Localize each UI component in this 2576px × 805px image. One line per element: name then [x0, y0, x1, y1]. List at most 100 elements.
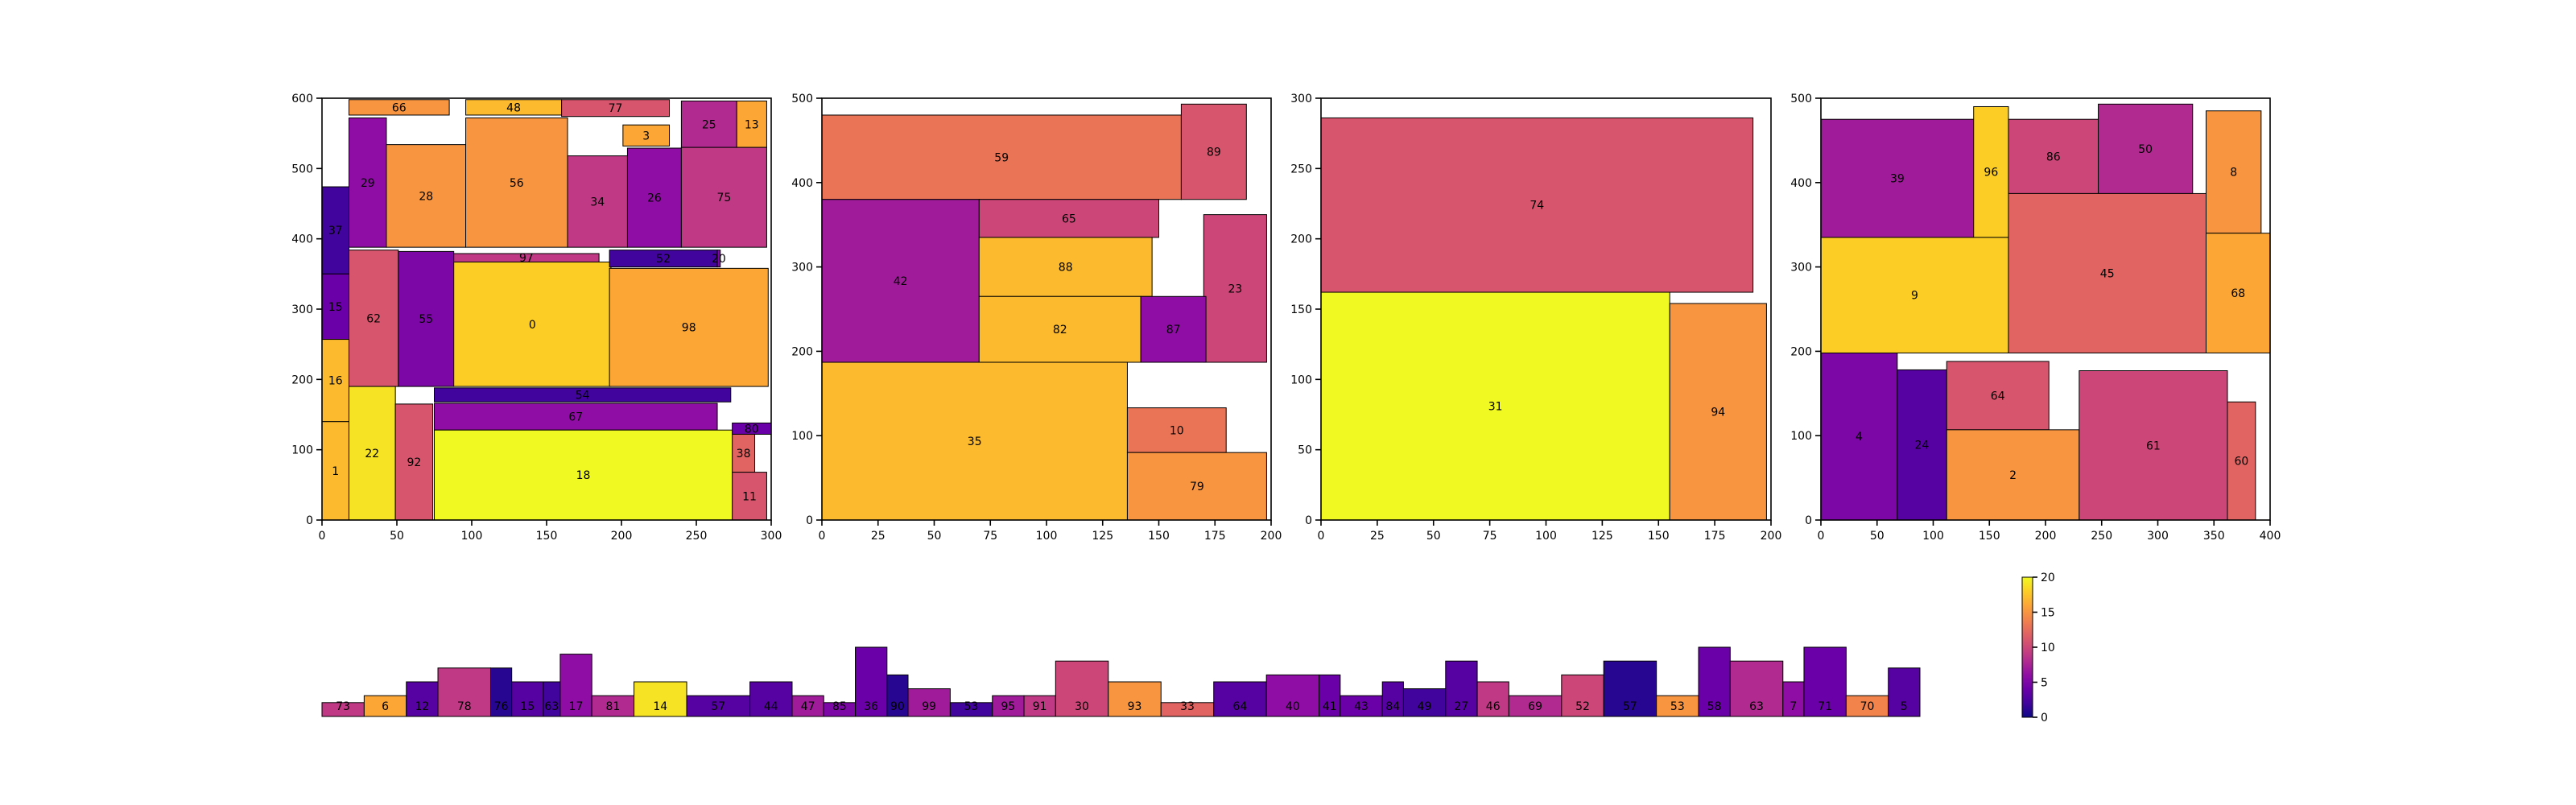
x-tick-label: 100	[1036, 530, 1058, 543]
treemap-cell-label: 0	[529, 319, 536, 332]
x-tick-label: 200	[611, 530, 633, 543]
x-tick-label: 175	[1204, 530, 1226, 543]
treemap-cell-label: 38	[737, 448, 751, 460]
y-tick-label: 50	[1298, 444, 1312, 457]
bar	[1729, 660, 1784, 717]
bar	[559, 654, 592, 717]
y-tick-label: 150	[1290, 303, 1312, 316]
treemap-cell	[1946, 361, 2050, 431]
bar-label: 71	[1818, 700, 1832, 713]
bar-label: 57	[1623, 700, 1637, 713]
y-tick-label: 300	[1790, 262, 1812, 275]
treemap-cell	[609, 267, 769, 387]
x-tick-label: 25	[871, 530, 886, 543]
treemap-cell	[1973, 105, 2009, 238]
treemap-cell	[680, 147, 767, 248]
treemap-cell	[716, 250, 721, 268]
y-tick-label: 400	[291, 233, 313, 246]
treemap-cell	[2227, 401, 2256, 521]
bar-label: 76	[494, 700, 509, 713]
treemap-cell-label: 62	[366, 312, 381, 325]
treemap-cell	[978, 199, 1160, 238]
treemap-cell-label: 2	[2009, 469, 2017, 482]
bar	[1213, 681, 1267, 717]
x-tick-label: 100	[1922, 530, 1944, 543]
y-tick-label: 100	[1290, 374, 1312, 386]
treemap-cell-label: 45	[2100, 267, 2115, 280]
treemap-cell-label: 82	[1053, 324, 1067, 336]
treemap-cell	[321, 421, 349, 521]
treemap-cell	[2205, 110, 2262, 234]
bar	[686, 695, 751, 717]
x-tick-label: 50	[390, 530, 404, 543]
x-tick-label: 250	[2091, 530, 2112, 543]
x-tick-label: 75	[983, 530, 997, 543]
x-tick-label: 300	[2147, 530, 2169, 543]
bar-label: 47	[801, 700, 815, 713]
treemap-cell	[394, 403, 434, 521]
y-tick-label: 200	[791, 345, 813, 358]
bar-label: 41	[1323, 700, 1337, 713]
y-tick-label: 100	[291, 444, 313, 457]
bar	[1782, 681, 1805, 717]
colorbar-tick-label: 5	[2041, 677, 2048, 690]
bar-label: 57	[711, 700, 725, 713]
treemap-panel-2: 59 89 42 65 88 23 82 87 35 10 79 0 25 50 75 100 125 150 17…	[791, 93, 1282, 543]
bar-label: 17	[569, 700, 584, 713]
treemap-panel-3: 74 31 94 0 25 50 75 100 125 150 175 200 0 50 100 150 200…	[1290, 93, 1781, 543]
treemap-cell-label: 55	[419, 313, 433, 326]
treemap-cell-label: 16	[328, 375, 343, 388]
bar	[1698, 646, 1731, 717]
treemap-cell-label: 68	[2231, 287, 2245, 300]
x-tick-label: 350	[2203, 530, 2225, 543]
bar	[406, 681, 439, 717]
bar-label: 12	[415, 700, 429, 713]
bar	[1656, 695, 1699, 717]
x-tick-label: 50	[927, 530, 942, 543]
bar-label: 6	[382, 700, 389, 713]
treemap-cell-label: 35	[968, 436, 982, 448]
x-tick-label: 250	[686, 530, 708, 543]
treemap-cell	[1126, 407, 1227, 453]
bar-label: 15	[520, 700, 535, 713]
y-tick-label: 300	[1290, 93, 1312, 105]
treemap-cell-label: 9	[1911, 290, 1918, 303]
treemap-cell-label: 11	[742, 490, 757, 503]
treemap-cell	[561, 99, 671, 118]
bar-label: 93	[1128, 700, 1142, 713]
bar	[1561, 674, 1604, 717]
bar	[1803, 646, 1847, 717]
y-tick-label: 0	[306, 514, 313, 527]
bar	[1265, 674, 1320, 717]
x-tick-label: 0	[319, 530, 326, 543]
x-tick-label: 150	[1979, 530, 2000, 543]
y-tick-label: 600	[291, 93, 313, 105]
treemap-cell-label: 66	[392, 101, 407, 114]
treemap-cell	[321, 339, 349, 423]
bar-label: 85	[832, 700, 847, 713]
bar	[855, 646, 888, 717]
bar-label: 53	[964, 700, 979, 713]
treemap-cell-label: 75	[716, 192, 731, 204]
bar-label: 33	[1180, 700, 1195, 713]
bar-label: 64	[1233, 700, 1248, 713]
bar-label: 7	[1790, 700, 1797, 713]
treemap-cell-label: 8	[2230, 167, 2237, 180]
x-tick-label: 200	[1761, 530, 1782, 543]
treemap-cell-label: 48	[506, 101, 521, 114]
treemap-cell	[821, 199, 980, 363]
treemap-panel-4: 39 96 86 50 8 9 45 68 4 24 64 2 61 60 0 50 100 150 200 250 3…	[1790, 93, 2281, 543]
bar-label: 52	[1575, 700, 1590, 713]
treemap-cell-label: 13	[745, 118, 759, 131]
x-tick-label: 300	[761, 530, 782, 543]
bar-label: 43	[1354, 700, 1368, 713]
treemap-cell-label: 59	[994, 151, 1009, 164]
treemap-cell	[434, 429, 733, 521]
treemap-cell	[465, 117, 568, 248]
x-tick-label: 0	[819, 530, 826, 543]
x-tick-label: 150	[1148, 530, 1170, 543]
treemap-cell	[2205, 233, 2271, 353]
treemap-cell	[821, 114, 1182, 200]
bar	[591, 695, 635, 717]
treemap-cell	[386, 144, 467, 248]
